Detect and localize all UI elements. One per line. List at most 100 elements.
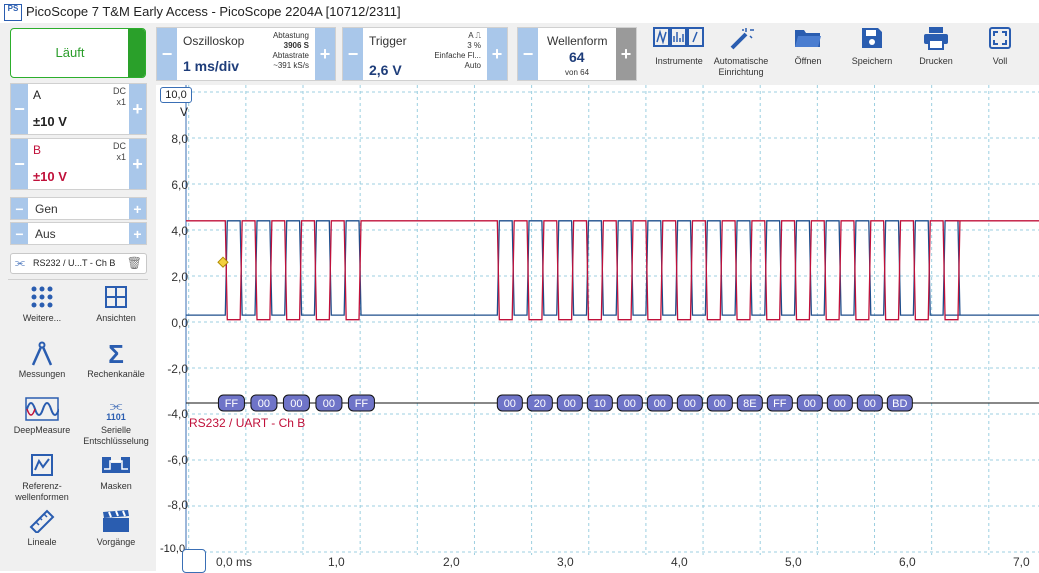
channel-b-decrease-button[interactable]: − [11,139,28,189]
actions-tool-button[interactable]: Vorgänge [78,509,154,548]
measurements-tool-button[interactable]: Messungen [4,341,80,380]
math-channels-tool-label: Rechenkanäle [87,369,145,379]
scope-graph[interactable]: FF 00 00 00 FF 00 20 00 10 00 00 00 00 8E FF 00 00 00 BD [156,85,1039,571]
timebase-value[interactable]: 1 ms/div [183,58,240,74]
channel-a-panel[interactable]: − A DC x1 ±10 V + [10,83,147,135]
trigger-group: − Trigger 2,6 V A ⎍ 3 % Einfache Fl... A… [342,27,508,81]
decoded-packet [282,394,310,412]
fullscreen-button[interactable]: Voll [969,26,1031,67]
views-tool-label: Ansichten [96,313,136,323]
views-tool-button[interactable]: Ansichten [78,285,154,324]
masks-tool-button[interactable]: Masken [78,453,154,492]
auto-setup-button[interactable]: Automatische Einrichtung [710,26,772,78]
channel-b-trace [186,220,1039,321]
left-panel: Läuft − A DC x1 ±10 V + − B DC x1 ±10 V + … [0,23,156,571]
decoded-packet [676,394,703,412]
x-tick-label: 4,0 [671,555,688,569]
rulers-tool-button[interactable]: Lineale [4,509,80,548]
trigger-decrease-button[interactable]: − [343,28,363,80]
reference-waveforms-tool-button[interactable]: Referenz-wellenformen [4,453,80,503]
fullscreen-label: Voll [992,56,1008,66]
scope-view[interactable]: FF 00 00 00 FF 00 20 00 10 00 00 00 00 8E FF 00 00 00 BD 1… [156,85,1039,573]
generator-state-decrease-button[interactable]: − [11,223,28,244]
generator-row[interactable]: − Gen + [10,197,147,220]
trigger-type[interactable]: Einfache Fl... [434,51,481,60]
y-axis-max-marker[interactable]: 10,0 [160,87,192,103]
channel-a-probe: x1 [116,97,126,107]
decoded-packet [646,394,673,412]
oscilloscope-label: Oszilloskop [183,34,245,48]
y-tick-label: -2,0 [167,362,188,376]
decoded-packet [250,394,278,412]
decoded-packet [616,394,643,412]
trigger-channel[interactable]: A [468,31,474,40]
generator-state-increase-button[interactable]: + [129,223,146,244]
print-button[interactable]: Drucken [905,26,967,67]
open-label: Öffnen [794,56,822,66]
samples-value[interactable]: 3906 S [283,41,309,50]
print-icon [905,26,967,56]
channel-b-coupling[interactable]: DC [113,141,126,151]
generator-state: Aus [35,227,56,241]
clapper-icon [78,509,154,535]
channel-a-range[interactable]: ±10 V [33,114,67,129]
generator-increase-button[interactable]: + [129,198,146,219]
decoded-packet-label: 00 [290,398,302,410]
y-axis-min-label: -10,0 [160,543,186,555]
math-channels-tool-button[interactable]: Σ Rechenkanäle [78,341,154,380]
serial-decoding-tool-label: Serielle Entschlüsselung [83,425,149,446]
timebase-increase-button[interactable]: + [315,28,335,80]
channel-b-increase-button[interactable]: + [129,139,146,189]
channel-a-decrease-button[interactable]: − [11,84,28,134]
waveform-next-button[interactable]: + [616,28,636,80]
trigger-label: Trigger [369,34,407,48]
channel-a-increase-button[interactable]: + [129,84,146,134]
deepmeasure-tool-button[interactable]: DeepMeasure [4,397,80,436]
decoded-packet-label: 00 [323,398,335,410]
rate-label: Abtastrate [272,51,309,60]
run-stop-button[interactable]: Läuft [10,28,146,78]
caliper-icon [4,341,80,367]
open-button[interactable]: Öffnen [777,26,839,67]
more-tool-button[interactable]: Weitere... [4,285,80,324]
deepmeasure-tool-label: DeepMeasure [13,425,71,435]
serial-decoding-tool-button[interactable]: ⫘ 1101 Serielle Entschlüsselung [78,397,154,447]
timebase-decrease-button[interactable]: − [157,28,177,80]
mask-icon [78,453,154,479]
picoscope-logo-icon: PS [4,4,22,21]
channel-b-probe: x1 [116,152,126,162]
waveform-index[interactable]: 64 [569,49,585,65]
decoded-packet [796,394,823,412]
decoded-packet-label: FF [773,398,787,410]
decoded-packet-label: 00 [834,398,846,410]
x-axis-ruler-handle[interactable] [182,549,206,573]
decoded-packet [556,394,583,412]
sigma-icon: Σ [108,339,124,369]
trigger-level[interactable]: 2,6 V [369,62,402,78]
save-button[interactable]: Speichern [841,26,903,67]
x-tick-label: 3,0 [557,555,574,569]
channel-b-range[interactable]: ±10 V [33,169,67,184]
trash-icon[interactable]: 🗑 [126,256,142,270]
generator-label: Gen [35,202,58,216]
trigger-mode[interactable]: Auto [464,61,481,70]
channel-b-panel[interactable]: − B DC x1 ±10 V + [10,138,147,190]
magic-wand-icon [710,26,772,56]
run-status-label: Läuft [55,45,85,60]
waveform-prev-button[interactable]: − [518,28,538,80]
decoded-packet-label: 00 [864,398,876,410]
y-tick-label: 2,0 [171,270,188,284]
generator-decrease-button[interactable]: − [11,198,28,219]
channel-a-coupling[interactable]: DC [113,86,126,96]
window-title: PicoScope 7 T&M Early Access - PicoScope… [26,4,401,19]
waveform-label: Wellenform [547,34,608,48]
decoded-packet-label: 00 [804,398,816,410]
trigger-increase-button[interactable]: + [487,28,507,80]
measurements-tool-label: Messungen [18,369,66,379]
x-tick-label: 2,0 [443,555,460,569]
decoded-packet-label: 20 [534,398,546,410]
serial-decoder-chip[interactable]: ⫘ RS232 / U...T - Ch B 🗑 [10,253,147,274]
y-tick-label: 8,0 [171,132,188,146]
generator-state-row[interactable]: − Aus + [10,222,147,245]
instruments-button[interactable]: Instrumente [648,26,710,67]
